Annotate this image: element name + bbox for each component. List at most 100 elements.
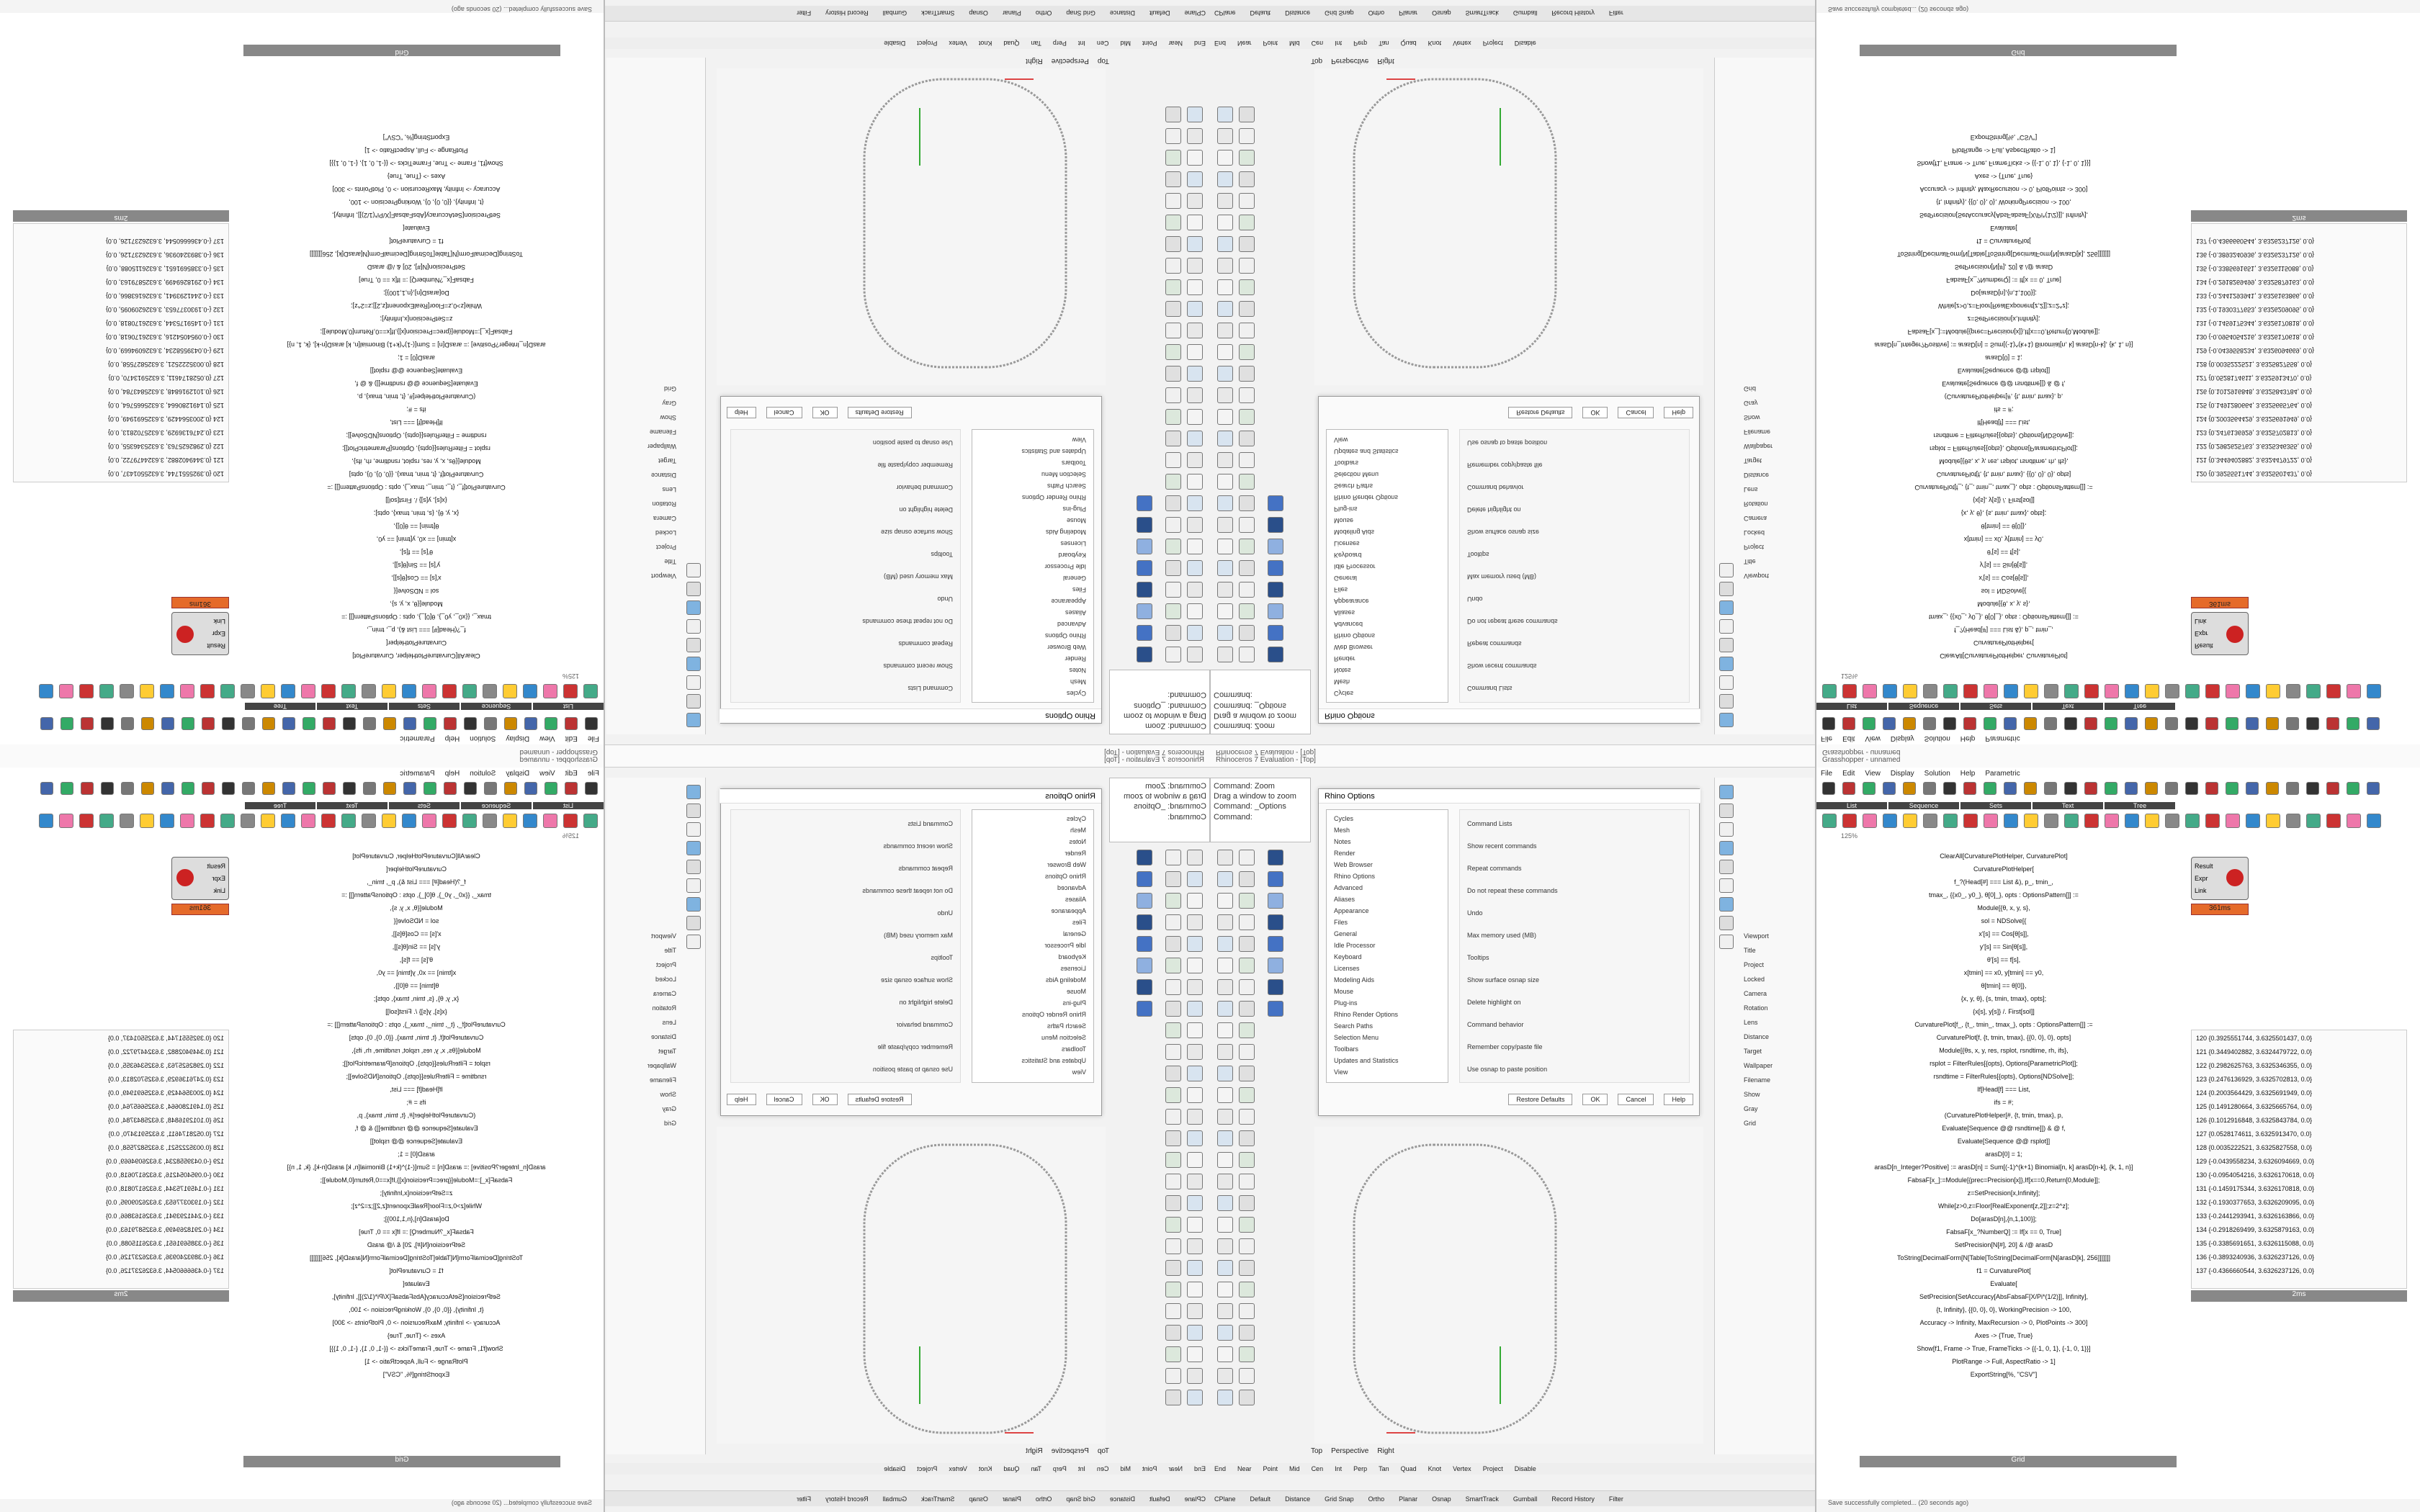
tool-icon[interactable]: [1984, 717, 1996, 730]
menu-item[interactable]: Display: [1890, 734, 1914, 743]
tool-icon[interactable]: [2185, 782, 2198, 795]
tool-icon[interactable]: [1165, 1044, 1181, 1060]
tool-icon[interactable]: [323, 782, 336, 795]
tool-icon[interactable]: [2326, 717, 2339, 730]
tool-icon[interactable]: [241, 814, 255, 828]
tool-icon[interactable]: [1239, 958, 1255, 973]
tool-icon[interactable]: [1217, 1022, 1233, 1038]
gh-tab[interactable]: List: [532, 802, 604, 809]
tool-icon[interactable]: [686, 657, 701, 671]
tool-icon[interactable]: [1268, 495, 1283, 511]
tool-icon[interactable]: [1165, 150, 1181, 166]
tool-icon[interactable]: [2004, 782, 2017, 795]
tool-icon[interactable]: [483, 814, 497, 828]
tool-icon[interactable]: [1165, 850, 1181, 865]
tool-icon[interactable]: [484, 782, 497, 795]
tool-icon[interactable]: [1863, 684, 1877, 698]
gh-tab[interactable]: Tree: [2105, 802, 2177, 809]
tool-icon[interactable]: [1187, 1087, 1203, 1103]
osnap[interactable]: Disable: [1514, 40, 1536, 47]
tool-icon[interactable]: [362, 684, 376, 698]
menu-item[interactable]: Parametric: [1985, 769, 2020, 778]
tool-icon[interactable]: [220, 814, 235, 828]
tool-icon[interactable]: [1217, 936, 1233, 952]
status-item[interactable]: Ortho: [1368, 9, 1385, 17]
osnap[interactable]: Cen: [1311, 1465, 1324, 1472]
tool-icon[interactable]: [1217, 1303, 1233, 1319]
tool-icon[interactable]: [2084, 717, 2097, 730]
tool-icon[interactable]: [1239, 236, 1255, 252]
tool-icon[interactable]: [1217, 150, 1233, 166]
tool-icon[interactable]: [1719, 657, 1734, 671]
tool-icon[interactable]: [2226, 684, 2240, 698]
tool-icon[interactable]: [1187, 1044, 1203, 1060]
tool-icon[interactable]: [1239, 1346, 1255, 1362]
tool-icon[interactable]: [1187, 582, 1203, 598]
tool-icon[interactable]: [686, 841, 701, 855]
viewport-tab[interactable]: Right: [1026, 1446, 1043, 1455]
tool-icon[interactable]: [2064, 717, 2077, 730]
tool-icon[interactable]: [462, 684, 477, 698]
tool-icon[interactable]: [1239, 301, 1255, 317]
tool-icon[interactable]: [1165, 387, 1181, 403]
status-item[interactable]: Filter: [797, 9, 812, 17]
tool-icon[interactable]: [1842, 782, 1855, 795]
tool-icon[interactable]: [1137, 603, 1152, 619]
tool-icon[interactable]: [2105, 684, 2119, 698]
tool-icon[interactable]: [1187, 1152, 1203, 1168]
tool-icon[interactable]: [2125, 684, 2139, 698]
tool-icon[interactable]: [2367, 717, 2380, 730]
status-item[interactable]: Distance: [1285, 9, 1311, 17]
tool-icon[interactable]: [1217, 366, 1233, 382]
viewport-tab[interactable]: Top: [1097, 57, 1109, 66]
status-item[interactable]: Gumball: [882, 1495, 908, 1503]
tool-icon[interactable]: [140, 814, 154, 828]
tool-icon[interactable]: [1187, 171, 1203, 187]
tool-icon[interactable]: [1187, 539, 1203, 554]
tool-icon[interactable]: [2004, 814, 2018, 828]
gh-tab[interactable]: Sets: [387, 703, 460, 710]
tool-icon[interactable]: [182, 782, 194, 795]
tool-icon[interactable]: [565, 717, 578, 730]
tool-icon[interactable]: [1187, 1109, 1203, 1125]
tool-icon[interactable]: [686, 822, 701, 837]
status-item[interactable]: Osnap: [969, 1495, 988, 1503]
tool-icon[interactable]: [2205, 814, 2220, 828]
tool-icon[interactable]: [1239, 344, 1255, 360]
osnap[interactable]: Int: [1077, 40, 1085, 47]
tool-icon[interactable]: [1187, 474, 1203, 490]
tool-icon[interactable]: [2226, 814, 2240, 828]
tool-icon[interactable]: [484, 717, 497, 730]
tool-icon[interactable]: [242, 782, 255, 795]
tool-icon[interactable]: [343, 782, 356, 795]
tool-icon[interactable]: [1239, 366, 1255, 382]
tool-icon[interactable]: [262, 782, 275, 795]
status-item[interactable]: Grid Snap: [1325, 1495, 1354, 1503]
tool-icon[interactable]: [2286, 717, 2299, 730]
tool-icon[interactable]: [1217, 193, 1233, 209]
tool-icon[interactable]: [1187, 871, 1203, 887]
tool-icon[interactable]: [2024, 814, 2038, 828]
tool-icon[interactable]: [59, 814, 73, 828]
tool-icon[interactable]: [1165, 366, 1181, 382]
osnap[interactable]: Mid: [1289, 1465, 1300, 1472]
tool-icon[interactable]: [1187, 193, 1203, 209]
status-item[interactable]: Filter: [1608, 9, 1623, 17]
tool-icon[interactable]: [2024, 684, 2038, 698]
osnap[interactable]: Knot: [1428, 40, 1442, 47]
tool-icon[interactable]: [1187, 936, 1203, 952]
tool-icon[interactable]: [1165, 539, 1181, 554]
tool-icon[interactable]: [1268, 603, 1283, 619]
status-item[interactable]: SmartTrack: [921, 9, 955, 17]
tool-icon[interactable]: [1137, 979, 1152, 995]
tool-icon[interactable]: [1217, 1044, 1233, 1060]
tool-icon[interactable]: [1187, 150, 1203, 166]
zoom-level[interactable]: 125%: [562, 672, 579, 680]
osnap[interactable]: Vertex: [1453, 1465, 1471, 1472]
status-item[interactable]: Osnap: [1432, 9, 1451, 17]
tool-icon[interactable]: [563, 814, 578, 828]
zoom-level[interactable]: 125%: [1841, 672, 1858, 680]
tool-icon[interactable]: [1187, 495, 1203, 511]
tool-icon[interactable]: [1165, 517, 1181, 533]
tool-icon[interactable]: [39, 814, 53, 828]
